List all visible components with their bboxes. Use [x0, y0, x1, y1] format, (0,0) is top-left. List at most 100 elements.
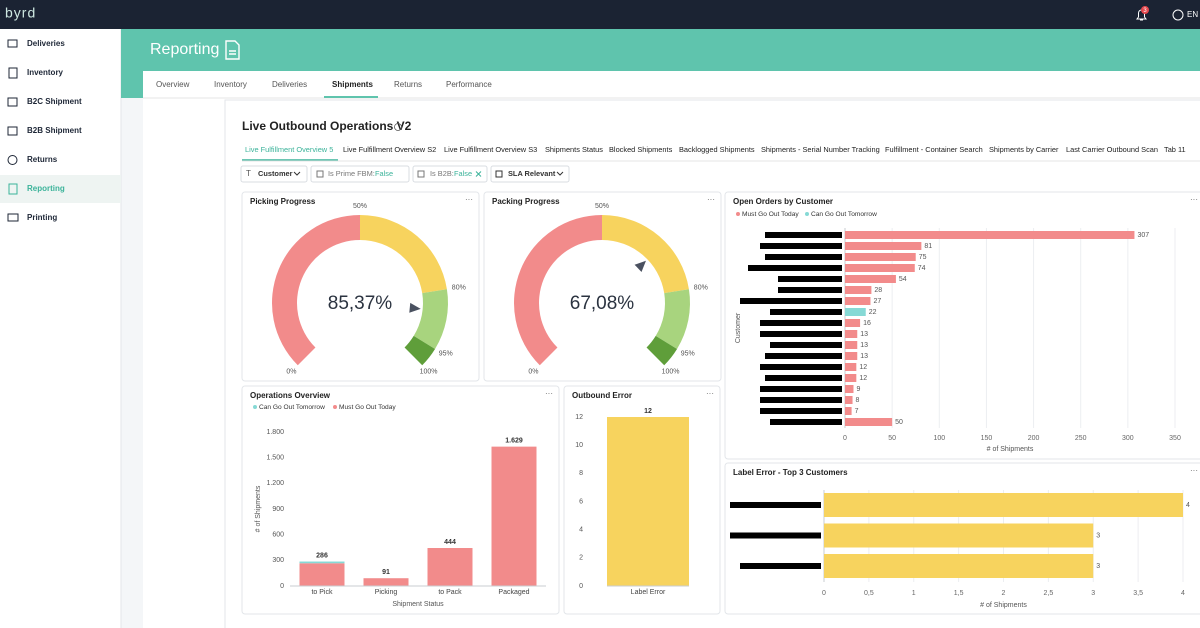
filter[interactable]	[490, 165, 570, 183]
dashboard-tab[interactable]: Tab 11	[1164, 145, 1186, 154]
dashboard-tab[interactable]: Live Fulfillment Overview S3	[444, 145, 537, 154]
y-tick-label: 0	[280, 583, 284, 590]
x-tick-label: 350	[1169, 435, 1181, 442]
filter-label[interactable]: Customer	[258, 169, 293, 178]
gauge-needle	[409, 302, 421, 313]
filter-icon	[417, 170, 425, 178]
value-label: 3	[1096, 563, 1100, 570]
chart-title: Outbound Error	[572, 391, 632, 400]
dashboard-tab[interactable]: Live Fulfillment Overview S2	[343, 145, 436, 154]
gauge-tick-label: 100%	[662, 368, 680, 375]
x-tick-label: 2,5	[1044, 590, 1054, 597]
redacted-label	[770, 309, 842, 315]
value-label: 12	[859, 375, 867, 382]
y-tick-label: 6	[579, 498, 583, 505]
filter-label[interactable]: SLA Relevant	[508, 169, 556, 178]
filter-value[interactable]: False	[375, 169, 393, 178]
chart-menu[interactable]: ···	[706, 389, 714, 398]
value-label: 22	[869, 309, 877, 316]
filter[interactable]	[310, 165, 410, 183]
redacted-label	[765, 375, 842, 381]
tab[interactable]: Deliveries	[272, 80, 307, 89]
dashboard-tab[interactable]: Backlogged Shipments	[679, 145, 755, 154]
tab[interactable]: Overview	[156, 80, 190, 89]
chart-menu[interactable]: ···	[707, 195, 715, 204]
gauge-tick-label: 95%	[439, 351, 453, 358]
filter-label[interactable]: Is B2B:	[430, 169, 454, 178]
report-icon	[225, 40, 240, 60]
redacted-label	[730, 502, 821, 508]
tab-active[interactable]: Shipments	[332, 80, 373, 89]
dashboard-tab[interactable]: Live Fulfillment Overview 5	[245, 145, 333, 154]
redacted-label	[765, 254, 842, 260]
globe-icon[interactable]	[1172, 9, 1184, 21]
gauge-band	[514, 215, 602, 366]
gauge-band	[602, 215, 689, 294]
x-tick-label: 3	[1091, 590, 1095, 597]
dashboard-tab[interactable]: Shipments by Carrier	[989, 145, 1059, 154]
value-label: 54	[899, 276, 907, 283]
value-label: 9	[856, 386, 860, 393]
dashboard-tab[interactable]: Fulfillment - Container Search	[885, 145, 983, 154]
filter-icon	[316, 170, 324, 178]
top-bar	[0, 0, 1200, 29]
dashboard-tab[interactable]: Shipments - Serial Number Tracking	[761, 145, 880, 154]
tab[interactable]: Returns	[394, 80, 422, 89]
x-tick-label: 250	[1075, 435, 1087, 442]
gauge-band	[404, 335, 436, 366]
filter[interactable]	[412, 165, 488, 183]
dashboard-tab[interactable]: Blocked Shipments	[609, 145, 673, 154]
dashboard-tab[interactable]: Last Carrier Outbound Scan	[1066, 145, 1158, 154]
value-label: 8	[856, 397, 860, 404]
filter-boxes	[240, 165, 570, 183]
tab[interactable]: Inventory	[214, 80, 247, 89]
active-item	[0, 175, 121, 203]
info-icon[interactable]	[394, 123, 402, 131]
language[interactable]: EN	[1187, 10, 1198, 19]
nav-item[interactable]: Inventory	[27, 68, 64, 77]
chart-menu[interactable]: ···	[1190, 466, 1198, 475]
y-tick-label: 1.800	[266, 429, 284, 436]
bar	[845, 407, 852, 415]
nav-item[interactable]: Reporting	[27, 184, 65, 193]
dashboard-tab[interactable]: Shipments Status	[545, 145, 603, 154]
y-axis-title: Customer	[735, 312, 742, 343]
nav-item[interactable]: B2C Shipment	[27, 97, 82, 106]
gauge-tick-label: 0%	[286, 368, 296, 375]
bar	[845, 374, 857, 382]
y-tick-label: 600	[272, 532, 284, 539]
total-label: 444	[444, 539, 456, 546]
redacted-label	[748, 265, 842, 271]
bar	[607, 417, 689, 586]
chart-title: Open Orders by Customer	[733, 197, 833, 206]
clear-icon[interactable]	[475, 171, 482, 177]
gauge-band	[360, 215, 447, 294]
filter-value[interactable]: False	[454, 169, 472, 178]
nav-item[interactable]: Printing	[27, 213, 57, 222]
chart-menu[interactable]: ···	[1190, 195, 1198, 204]
redacted-label	[740, 563, 821, 569]
icon	[8, 183, 18, 195]
bar	[363, 578, 409, 586]
nav-item[interactable]: B2B Shipment	[27, 126, 82, 135]
value-label: 50	[895, 419, 903, 426]
total-label: 1.629	[505, 437, 523, 444]
chart-menu[interactable]: ···	[465, 195, 473, 204]
x-tick-label: to Pick	[311, 589, 333, 596]
logo[interactable]: byrd	[5, 5, 36, 21]
chart-menu[interactable]: ···	[545, 389, 553, 398]
nav-item[interactable]: Returns	[27, 155, 58, 164]
filter-label[interactable]: Is Prime FBM:	[328, 169, 375, 178]
y-tick-label: 12	[575, 414, 583, 421]
badge	[1141, 6, 1149, 14]
bar	[427, 548, 473, 586]
nav-item[interactable]: Deliveries	[27, 39, 65, 48]
tab[interactable]: Performance	[446, 80, 492, 89]
chart-title: Picking Progress	[250, 197, 316, 206]
bar	[845, 330, 858, 338]
filter[interactable]	[240, 165, 308, 183]
total-label: 286	[316, 552, 328, 559]
redacted-label	[765, 353, 842, 359]
legend-swatch	[736, 212, 740, 216]
filter-icon	[495, 170, 503, 178]
